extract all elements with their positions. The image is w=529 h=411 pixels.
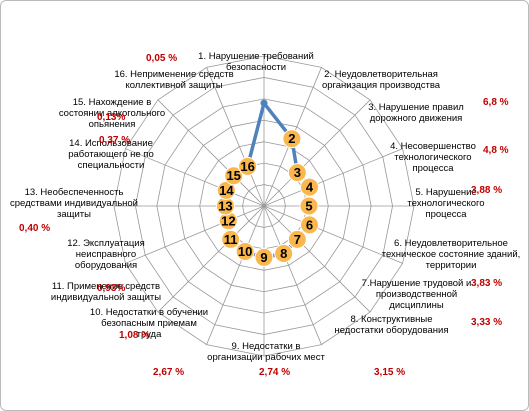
spoke bbox=[125, 148, 265, 207]
category-label: 4. Несовершенство технологического проце… bbox=[390, 141, 476, 174]
category-label: 9. Недостатки в организации рабочих мест bbox=[207, 341, 325, 363]
annotation: 0,37 % bbox=[99, 135, 131, 146]
marker-label: 14 bbox=[219, 183, 234, 198]
annotation: 3,88 % bbox=[471, 185, 503, 196]
marker-label: 15 bbox=[226, 168, 240, 183]
spoke bbox=[263, 205, 403, 264]
marker-label: 5 bbox=[305, 199, 312, 214]
marker bbox=[287, 163, 307, 183]
marker bbox=[287, 229, 307, 249]
category-label: 16. Неприменение средств коллективной за… bbox=[114, 69, 234, 91]
category-label: 1. Нарушение требований безопасности bbox=[198, 51, 314, 73]
marker bbox=[282, 129, 302, 149]
category-label: 15. Нахождение в состоянии алкогольного … bbox=[58, 97, 166, 130]
spoke bbox=[206, 67, 265, 207]
annotation: 0,40 % bbox=[19, 223, 51, 234]
marker bbox=[300, 177, 320, 197]
category-label: 14. Использование работающего не по спец… bbox=[68, 138, 154, 171]
point bbox=[260, 99, 268, 107]
annotation: 0,13% bbox=[97, 112, 126, 123]
category-label: 7.Нарушение трудовой и производственной … bbox=[361, 278, 472, 311]
category-label: 3. Нарушение правил дорожного движения bbox=[368, 102, 464, 124]
annotation: 3,33 % bbox=[471, 317, 503, 328]
annotation: 3,15 % bbox=[374, 367, 406, 378]
spoke bbox=[125, 205, 265, 264]
category-label: 10. Недостатки в обучении безопасным при… bbox=[89, 307, 209, 340]
marker bbox=[235, 242, 255, 262]
spoke bbox=[157, 205, 265, 313]
category-label: 8. Конструктивные недостатки оборудовани… bbox=[334, 314, 449, 336]
marker-label: 4 bbox=[306, 180, 314, 195]
marker-label: 2 bbox=[288, 131, 295, 146]
annotation: 4,8 % bbox=[483, 145, 509, 156]
marker bbox=[238, 156, 258, 176]
spoke bbox=[263, 205, 322, 345]
marker bbox=[224, 166, 244, 186]
category-label: 11. Применение средств индивидуальной за… bbox=[50, 281, 162, 303]
annotation: 6,8 % bbox=[483, 97, 509, 108]
marker-label: 10 bbox=[238, 244, 252, 259]
spoke bbox=[206, 205, 265, 345]
marker-label: 13 bbox=[218, 199, 232, 214]
annotation: 1,08 % bbox=[119, 330, 151, 341]
spoke bbox=[263, 99, 371, 207]
marker-label: 11 bbox=[224, 232, 238, 247]
spoke bbox=[157, 99, 265, 207]
marker-label: 16 bbox=[240, 159, 254, 174]
marker-label: 12 bbox=[221, 213, 235, 228]
marker-label: 9 bbox=[260, 250, 267, 265]
marker bbox=[274, 244, 294, 264]
category-label: 5. Нарушение технологического процесса bbox=[407, 187, 485, 220]
category-label: 2. Неудовлетворительная организация прои… bbox=[321, 69, 441, 91]
marker-label: 3 bbox=[294, 165, 301, 180]
marker-label: 8 bbox=[280, 246, 287, 261]
category-label: 6. Неудовлетворительное техническое сост… bbox=[381, 238, 521, 271]
annotation: 0,05 % bbox=[146, 53, 178, 64]
marker-label: 7 bbox=[294, 232, 301, 247]
marker bbox=[299, 196, 319, 216]
category-label: 12. Эксплуатация неисправного оборудован… bbox=[67, 238, 145, 271]
marker bbox=[221, 229, 241, 249]
annotation: 2,67 % bbox=[153, 367, 185, 378]
marker bbox=[254, 247, 274, 267]
annotation: 0,93% bbox=[97, 283, 126, 294]
annotation: 2,74 % bbox=[259, 367, 291, 378]
spoke bbox=[263, 148, 403, 207]
marker bbox=[300, 215, 320, 235]
annotation: 3,83 % bbox=[471, 278, 503, 289]
spoke bbox=[263, 205, 371, 313]
category-label: 13. Необеспеченность средствами индивиду… bbox=[9, 187, 138, 220]
marker-label: 6 bbox=[306, 217, 313, 232]
